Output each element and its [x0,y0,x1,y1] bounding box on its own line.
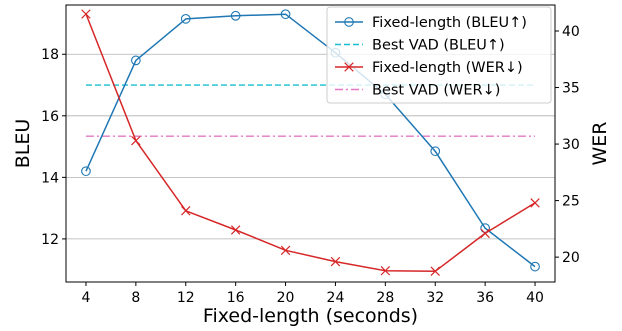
y-axis-label-left: BLEU [12,119,34,169]
data-point [81,166,91,177]
data-point [344,62,354,72]
legend-box [326,6,552,104]
data-point [280,245,291,256]
data-point-stroke [330,256,341,267]
x-tick-label: 40 [526,290,544,306]
y-tick-label-right: 35 [562,81,580,97]
data-point [180,14,191,24]
data-point [430,266,440,276]
data-point [131,55,141,66]
data-point [181,206,191,216]
x-tick-label: 32 [426,290,444,306]
data-point [530,198,540,208]
x-tick-label: 28 [376,290,394,306]
data-point [280,9,291,20]
data-point [131,135,141,146]
legend: Fixed-length (BLEU↑) Best VAD (BLEU↑) Fixe… [326,6,552,104]
y-tick-label-left: 14 [41,170,59,186]
y-tick-label-right: 40 [562,24,580,40]
data-point-stroke [430,266,440,276]
legend-label: Fixed-length (WER↓) [372,60,523,76]
data-point-stroke [81,9,91,19]
data-point [430,146,441,157]
series-line [85,13,536,268]
series-line [85,13,536,273]
y-axis-right: 20 25 30 35 40 [555,24,580,266]
x-axis-label: Fixed-length (seconds) [203,305,418,327]
legend-item: Fixed-length (WER↓) [335,60,523,76]
data-point [480,228,490,239]
y-tick-label-right: 30 [562,137,580,153]
data-point-stroke [230,225,241,235]
x-tick-label: 12 [177,290,195,306]
data-point-stroke [480,228,490,239]
x-tick-label: 16 [227,290,245,306]
x-axis: 4 8 12 16 20 24 28 32 36 40 [81,282,544,306]
x-tick-label: 24 [327,290,345,306]
data-point [230,10,241,21]
data-point-stroke [280,245,291,256]
plot-frame [65,4,556,283]
data-point-stroke [530,198,540,208]
y-tick-label-left: 16 [41,109,59,125]
y-axis-left: 12 14 16 18 [41,47,66,248]
data-point [344,17,354,27]
y-axis-label-right: WER [589,122,611,166]
data-point [81,9,91,19]
data-point [480,223,490,233]
series [81,9,540,276]
x-tick-label: 20 [277,290,295,306]
data-point-stroke [181,206,191,216]
data-point [330,256,341,267]
legend-item: Fixed-length (BLEU↑) [335,15,527,31]
legend-label: Fixed-length (BLEU↑) [372,15,527,31]
legend-label: Best VAD (BLEU↑) [372,38,505,54]
y-tick-label-right: 25 [562,194,580,210]
data-point-stroke [131,135,141,146]
data-point [530,261,540,272]
legend-label: Best VAD (WER↓) [372,83,500,99]
data-point-stroke [380,265,391,276]
x-tick-label: 8 [131,290,140,306]
legend-item: Best VAD (WER↓) [335,83,500,99]
y-tick-label-right: 20 [562,250,580,266]
y-tick-label-left: 12 [41,232,59,248]
x-tick-label: 4 [81,290,90,306]
y-tick-label-left: 18 [41,47,59,63]
data-point [230,225,241,235]
data-point-stroke [344,62,354,72]
data-point [380,265,391,276]
legend-item: Best VAD (BLEU↑) [335,38,505,54]
x-tick-label: 36 [476,290,494,306]
